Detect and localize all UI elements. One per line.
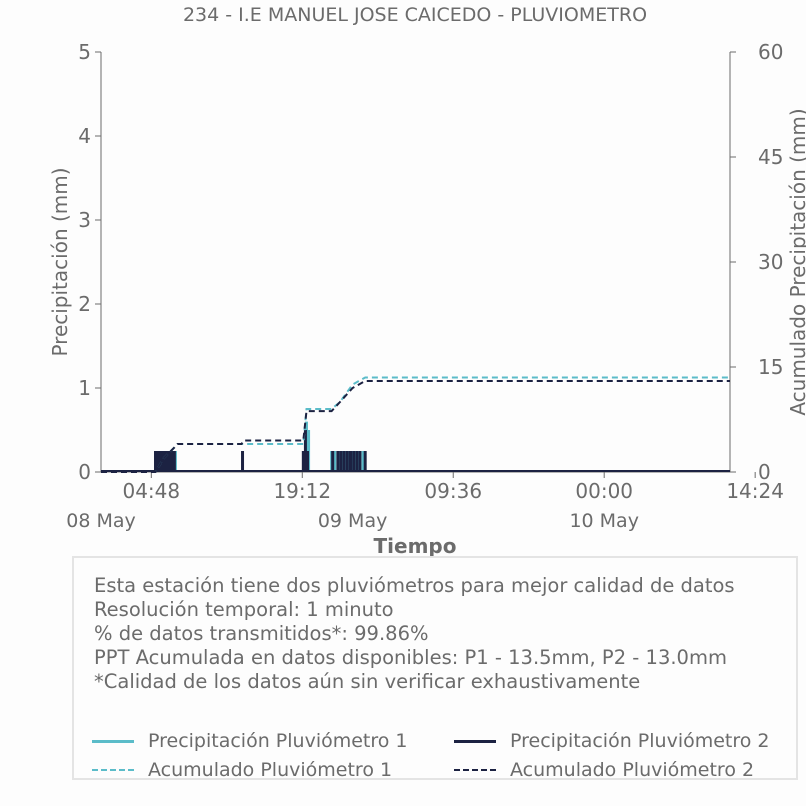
- y-axis-label: Precipitación (mm): [48, 167, 72, 356]
- info-line-stations: Esta estación tiene dos pluviómetros par…: [94, 574, 735, 597]
- y2-tick-label: 15: [758, 355, 783, 379]
- precip-bar: [162, 451, 166, 472]
- y2-tick-label: 0: [758, 460, 771, 484]
- legend-label-precip-p2: Precipitación Pluviómetro 2: [510, 730, 770, 752]
- x-tick-label: 14:24: [726, 479, 784, 503]
- x-date-label: 09 May: [318, 510, 388, 532]
- x-date-label: 08 May: [66, 510, 136, 532]
- precip-bar: [160, 451, 164, 472]
- precip-bar: [331, 451, 335, 472]
- precip-bar: [363, 451, 367, 472]
- y-tick-label: 4: [78, 124, 91, 148]
- cumulative-line: [101, 380, 730, 473]
- precip-bar: [303, 430, 307, 472]
- precip-bar: [164, 451, 168, 472]
- legend-swatch-accum-p1: [92, 769, 134, 771]
- info-legend-box: Esta estación tiene dos pluviómetros par…: [72, 556, 798, 781]
- legend-label-accum-p1: Acumulado Pluviómetro 1: [148, 759, 393, 781]
- precip-bar: [352, 451, 356, 472]
- legend-label-precip-p1: Precipitación Pluviómetro 1: [148, 730, 408, 752]
- y-tick-label: 3: [78, 208, 91, 232]
- y-tick-label: 1: [78, 376, 91, 400]
- precip-bar: [301, 451, 305, 472]
- precip-bar: [358, 451, 362, 472]
- y2-tick-label: 30: [758, 250, 783, 274]
- info-line-transmitted: % de datos transmitidos*: 99.86%: [94, 622, 429, 645]
- x-axis-label: Tiempo: [374, 534, 457, 558]
- precip-bar: [154, 451, 158, 472]
- station-info: Esta estación tiene dos pluviómetros par…: [94, 574, 735, 694]
- precip-bar: [156, 451, 160, 472]
- x-tick-label: 00:00: [575, 479, 633, 503]
- legend-item-precip-p2: Precipitación Pluviómetro 2: [454, 730, 770, 752]
- x-date-label: 10 May: [569, 510, 639, 532]
- precip-bar: [158, 451, 162, 472]
- precip-bar: [168, 451, 172, 472]
- legend-label-accum-p2: Acumulado Pluviómetro 2: [510, 759, 755, 781]
- precip-bar: [339, 451, 343, 472]
- precip-bar: [361, 451, 365, 472]
- legend-swatch-precip-p1: [92, 739, 134, 743]
- info-line-resolution: Resolución temporal: 1 minuto: [94, 598, 394, 621]
- precip-bar: [166, 451, 170, 472]
- legend-swatch-accum-p2: [454, 769, 496, 771]
- legend-item-precip-p1: Precipitación Pluviómetro 1: [92, 730, 408, 752]
- precip-bar: [172, 451, 176, 472]
- x-tick-label: 09:36: [424, 479, 482, 503]
- precip-bar: [336, 451, 340, 472]
- precip-bar: [241, 451, 245, 472]
- precip-bar: [355, 451, 359, 472]
- legend-item-accum-p2: Acumulado Pluviómetro 2: [454, 759, 754, 781]
- y-tick-label: 5: [78, 40, 91, 64]
- precip-bar: [170, 451, 174, 472]
- precip-bar: [345, 451, 349, 472]
- cumulative-line: [101, 376, 730, 473]
- info-line-quality-note: *Calidad de los datos aún sin verificar …: [94, 670, 641, 693]
- x-tick-label: 19:12: [273, 479, 331, 503]
- y2-tick-label: 45: [758, 145, 783, 169]
- precip-bar: [349, 451, 353, 472]
- info-line-accumulated: PPT Acumulada en datos disponibles: P1 -…: [94, 646, 727, 669]
- legend-item-accum-p1: Acumulado Pluviómetro 1: [92, 759, 392, 781]
- precip-bar: [306, 451, 310, 472]
- legend-swatch-precip-p2: [454, 739, 496, 743]
- precip-bar: [342, 451, 346, 472]
- precip-bar: [333, 451, 337, 472]
- x-tick-label: 04:48: [122, 479, 180, 503]
- y2-tick-label: 60: [758, 40, 783, 64]
- y-tick-label: 2: [78, 292, 91, 316]
- chart-title: 234 - I.E MANUEL JOSE CAICEDO - PLUVIOME…: [183, 4, 647, 26]
- y-tick-label: 0: [78, 460, 91, 484]
- y2-axis-label: Acumulado Precipitación (mm): [786, 108, 806, 415]
